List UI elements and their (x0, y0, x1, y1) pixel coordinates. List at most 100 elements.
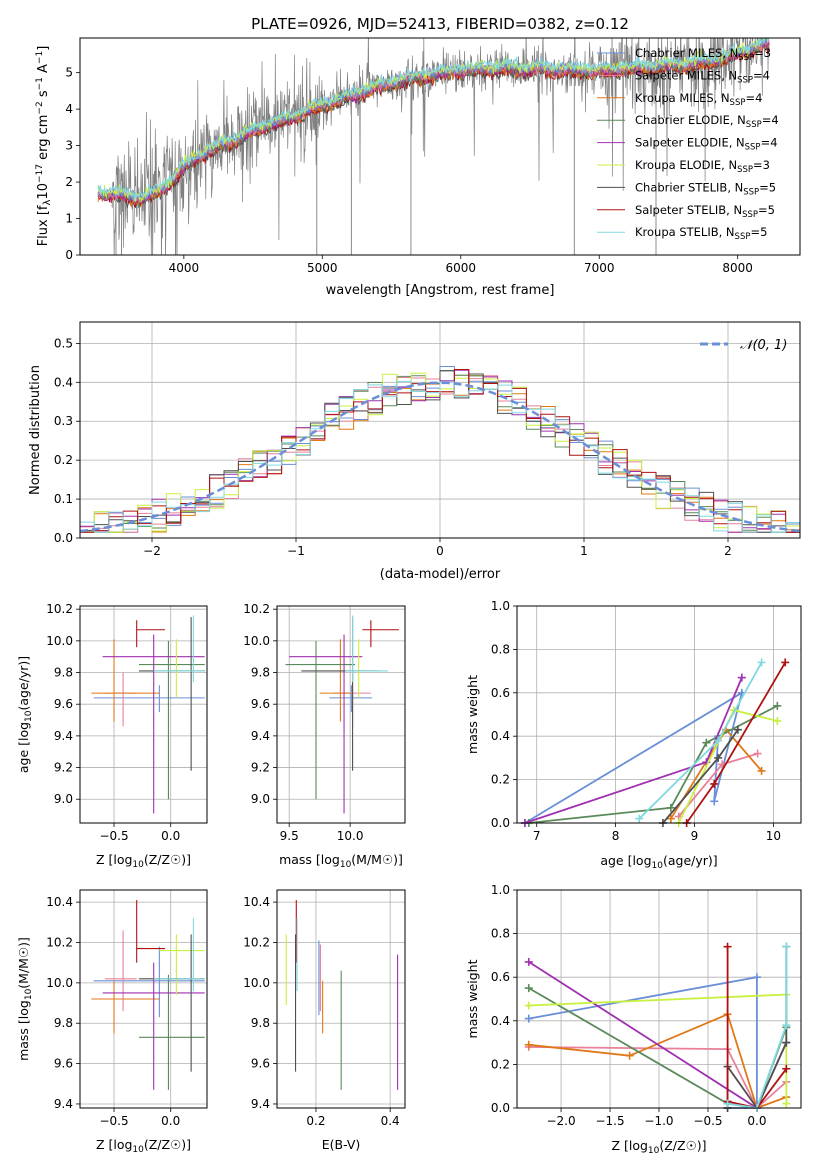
normal-curve (79, 381, 801, 533)
y-tick-label: 10.2 (46, 935, 73, 949)
x-tick-label: 7 (533, 829, 541, 843)
errorbar-salpeter_stelib (136, 900, 166, 963)
y-tick-label: 5 (65, 66, 73, 80)
weight-line-salpeter_miles (528, 1046, 787, 1110)
y-tick-label: 4 (65, 102, 73, 116)
weight-marker-salpeter_elodie (737, 673, 746, 682)
x-tick-label: 0.4 (381, 1114, 400, 1128)
legend-label-kroupa_stelib: Kroupa STELIB, NSSP=5 (635, 225, 767, 242)
y-tick-label: 0.0 (54, 531, 73, 545)
y-tick-label: 9.6 (251, 1057, 270, 1071)
errorbar-kroupa_stelib (345, 615, 388, 683)
errorbar-kroupa_stelib (153, 615, 205, 683)
x-axis-label: Z [log10(Z/Z☉)] (611, 1138, 706, 1156)
y-tick-label: 10.2 (243, 935, 270, 949)
y-tick-label: 10.2 (46, 602, 73, 616)
y-tick-label: 0.1 (54, 492, 73, 506)
y-tick-label: 0.6 (491, 970, 510, 984)
x-tick-label: −0.5 (99, 1114, 128, 1128)
spectrum-title: PLATE=0926, MJD=52413, FIBERID=0382, z=0… (251, 15, 629, 33)
x-tick-label: −1.0 (644, 1114, 673, 1128)
y-axis-label: age [log10(age/yr)] (16, 656, 34, 773)
y-tick-label: 1.0 (491, 883, 510, 897)
weight-marker-kroupa_stelib (635, 814, 644, 823)
x-tick-label: 1 (580, 544, 588, 558)
spectrum-ylabel: Flux [fλ10−17 erg cm−2 s−1 A−1] (35, 46, 53, 247)
weight-marker-salpeter_stelib (782, 1064, 791, 1073)
panel-frame (276, 889, 406, 1109)
weight-marker-chabrier_miles (524, 1014, 533, 1023)
weight-marker-kroupa_miles (625, 1051, 634, 1060)
x-tick-label: 8000 (722, 261, 753, 275)
x-tick-label: 10 (766, 829, 781, 843)
spectrum-legend: Chabrier MILES, NSSP=3 Salpeter MILES, NS… (597, 46, 779, 242)
y-tick-label: 0.5 (54, 336, 73, 350)
weight-marker-chabrier_elodie (524, 984, 533, 993)
y-tick-label: 9.2 (251, 761, 270, 775)
errorbar-chabrier_elodie (285, 640, 356, 800)
x-axis-label: Z [log10(Z/Z☉)] (96, 1137, 191, 1155)
weight-marker-kroupa_stelib (782, 942, 791, 951)
y-tick-label: 9.6 (54, 1057, 73, 1071)
spectrum-xlabel: wavelength [Angstrom, rest frame] (326, 283, 555, 298)
x-axis-label: Z [log10(Z/Z☉)] (96, 852, 191, 870)
errorbar-salpeter_stelib (362, 620, 399, 648)
histogram-kroupa_stelib (79, 380, 801, 538)
y-tick-label: 0.0 (491, 1101, 510, 1115)
weight-marker-chabrier_elodie (666, 803, 675, 812)
panel-frame (516, 605, 802, 824)
residual-xlabel: (data-model)/error (380, 567, 501, 582)
y-axis-label: mass [log10(M/M☉)] (16, 937, 34, 1061)
errorbar-salpeter_miles (104, 930, 137, 1012)
errorbar-chabrier_miles (329, 685, 373, 713)
legend-label-chabrier_miles: Chabrier MILES, NSSP=3 (635, 46, 771, 63)
x-tick-label: −2.0 (546, 1114, 575, 1128)
legend-label-salpeter_stelib: Salpeter STELIB, NSSP=5 (635, 203, 775, 220)
x-axis-label: age [log10(age/yr)] (600, 853, 717, 871)
y-tick-label: 9.0 (251, 792, 270, 806)
y-tick-label: 0.3 (54, 414, 73, 428)
y-tick-label: 9.8 (251, 666, 270, 680)
x-tick-label: −0.5 (99, 829, 128, 843)
y-tick-label: 0.2 (54, 453, 73, 467)
weight-marker-chabrier_elodie (773, 701, 782, 710)
legend-label-salpeter_elodie: Salpeter ELODIE, NSSP=4 (635, 136, 778, 153)
residual-legend: 𝒩(0, 1) (700, 338, 787, 353)
errorbar-chabrier_elodie (138, 974, 205, 1090)
x-tick-label: 0.0 (747, 1114, 766, 1128)
y-tick-label: 3 (65, 139, 73, 153)
x-tick-label: 2 (724, 544, 732, 558)
y-tick-label: 9.8 (54, 666, 73, 680)
weight-marker-kroupa_stelib (714, 736, 723, 745)
y-tick-label: 0.4 (54, 375, 73, 389)
y-tick-label: 10.4 (243, 895, 270, 909)
weight-marker-kroupa_stelib (782, 1021, 791, 1030)
x-tick-label: 0.0 (161, 1114, 180, 1128)
weight-line-kroupa_stelib (727, 946, 788, 1110)
errorbar-salpeter_elodie (102, 634, 205, 814)
x-tick-label: −2 (143, 544, 161, 558)
y-tick-label: 0.4 (491, 1014, 510, 1028)
x-axis-label: mass [log10(M/M☉)] (279, 852, 403, 870)
residual-histograms (79, 366, 801, 538)
y-tick-label: 0.2 (491, 1057, 510, 1071)
weight-marker-kroupa_elodie (524, 1001, 533, 1010)
weight-marker-chabrier_stelib (714, 753, 723, 762)
panel-z-mass: −0.5 0.0 9.4 9.6 9.8 10.0 10.2 10.4 Z [log10(Z/Z… (16, 889, 208, 1155)
weight-marker-salpeter_stelib (781, 658, 790, 667)
x-axis-label: E(B-V) (322, 1137, 361, 1152)
y-tick-label: 9.6 (54, 697, 73, 711)
panel-frame (79, 889, 208, 1109)
errorbar-kroupa_stelib (153, 918, 205, 991)
y-tick-label: 10.0 (243, 634, 270, 648)
model-spectrum-kroupa_stelib (97, 38, 770, 201)
x-tick-label: −1 (287, 544, 305, 558)
x-tick-label: 8 (612, 829, 620, 843)
x-tick-label: 0.0 (161, 829, 180, 843)
y-tick-label: 0.0 (491, 816, 510, 830)
errorbar-salpeter_elodie (102, 962, 205, 1090)
weight-marker-kroupa_elodie (782, 1099, 791, 1108)
spectrum-frame (79, 37, 801, 256)
y-tick-label: 2 (65, 175, 73, 189)
